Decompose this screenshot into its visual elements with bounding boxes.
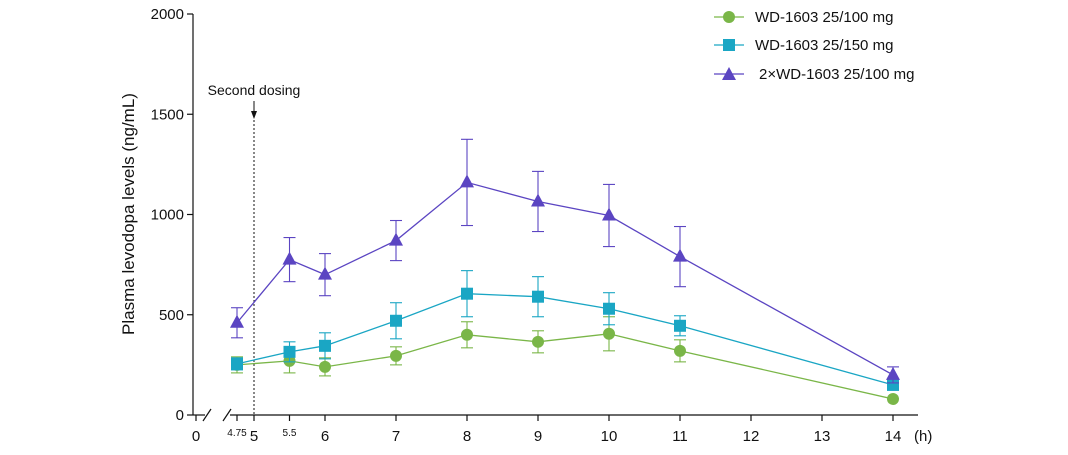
- x-tick-label: 11: [672, 428, 688, 445]
- data-point: [390, 349, 402, 362]
- second-dosing-label: Second dosing: [208, 82, 301, 98]
- data-point: [886, 366, 900, 380]
- x-tick-label: 10: [601, 428, 618, 445]
- data-point: [603, 302, 615, 315]
- data-point: [389, 232, 403, 246]
- x-axis-break-marks: [202, 408, 232, 422]
- x-tick-label: 9: [534, 428, 542, 445]
- x-axis-unit-label: (h): [914, 428, 932, 445]
- series-layer: [230, 138, 900, 405]
- y-tick-label: 0: [176, 407, 184, 424]
- data-point: [674, 344, 686, 357]
- legend-label-series-1: WD-1603 25/100 mg: [755, 9, 893, 26]
- data-point: [461, 287, 473, 300]
- x-ticks: 0 4.75 5 5.5 6 7 8 9 10 11 12 13 14: [192, 415, 902, 445]
- data-point: [674, 319, 686, 332]
- data-point: [531, 193, 545, 207]
- x-tick-label: 13: [814, 428, 831, 445]
- axis-break-mark: [202, 408, 212, 422]
- x-tick-label: 14: [885, 428, 902, 445]
- data-point: [887, 378, 899, 391]
- data-point: [319, 360, 331, 373]
- x-tick-label: 8: [463, 428, 471, 445]
- data-point: [390, 314, 402, 327]
- data-point: [603, 327, 615, 340]
- legend-item-series-2: WD-1603 25/150 mg: [714, 37, 893, 54]
- data-point: [461, 328, 473, 341]
- y-tick-label: 1000: [151, 207, 184, 224]
- y-tick-label: 1500: [151, 106, 184, 123]
- y-axis-title: Plasma levodopa levels (ng/mL): [119, 93, 138, 335]
- x-tick-label: 12: [743, 428, 760, 445]
- data-point: [532, 335, 544, 348]
- y-tick-label: 500: [159, 307, 184, 324]
- legend: WD-1603 25/100 mg WD-1603 25/150 mg 2×WD…: [714, 9, 915, 83]
- second-dosing-annotation: Second dosing: [208, 82, 301, 415]
- legend-marker-series-3: [722, 67, 736, 80]
- data-point: [532, 290, 544, 303]
- y-ticks: 0 500 1000 1500 2000: [151, 6, 193, 424]
- series-line: [236, 181, 894, 376]
- data-point: [282, 251, 297, 265]
- data-point: [318, 266, 332, 280]
- x-tick-label: 7: [392, 428, 400, 445]
- data-point: [319, 339, 331, 352]
- data-point: [460, 174, 474, 188]
- data-point: [673, 248, 687, 262]
- data-point: [887, 392, 899, 405]
- x-tick-label: 5: [250, 428, 258, 445]
- x-tick-label: 4.75: [227, 428, 247, 439]
- series-line: [236, 333, 894, 400]
- legend-item-series-3: 2×WD-1603 25/100 mg: [714, 66, 915, 83]
- series-1: [231, 316, 899, 405]
- second-dosing-arrowhead: [251, 111, 257, 119]
- legend-label-series-2: WD-1603 25/150 mg: [755, 37, 893, 54]
- series-2: [231, 270, 899, 391]
- data-point: [231, 357, 243, 370]
- axis-break-mark: [222, 408, 232, 422]
- x-tick-label: 0: [192, 428, 200, 445]
- legend-marker-series-1: [723, 11, 735, 23]
- legend-item-series-1: WD-1603 25/100 mg: [714, 9, 893, 26]
- x-tick-label: 5.5: [283, 428, 297, 439]
- legend-label-series-3: 2×WD-1603 25/100 mg: [759, 66, 915, 83]
- data-point: [283, 345, 296, 358]
- series-3: [230, 138, 900, 384]
- y-tick-label: 2000: [151, 6, 184, 23]
- x-tick-label: 6: [321, 428, 329, 445]
- data-point: [602, 207, 616, 221]
- legend-marker-series-2: [723, 39, 735, 51]
- data-point: [230, 314, 244, 328]
